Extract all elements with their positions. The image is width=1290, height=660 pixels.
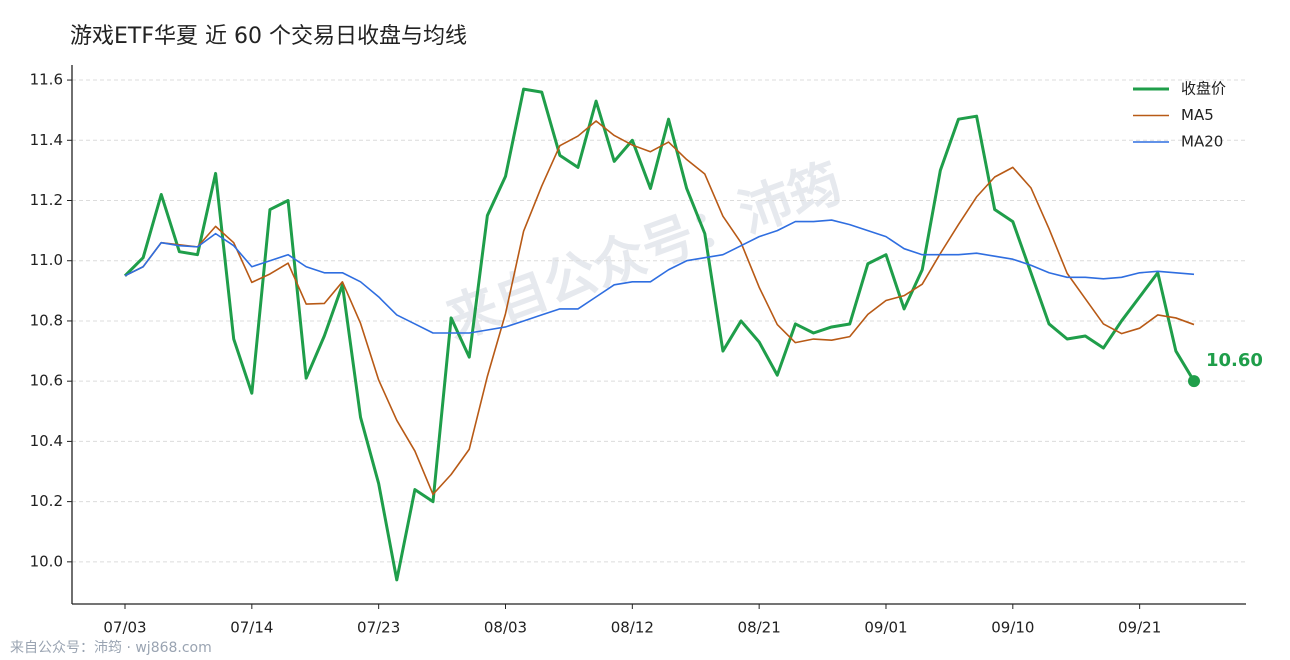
data-label: 10.60 [1206,350,1263,371]
x-tick-label: 07/23 [357,619,400,637]
series-line [124,120,1195,496]
x-tick-label: 09/01 [864,619,907,637]
footer: 来自公众号：沛筠 · wj868.com [10,639,212,656]
y-tick-label: 10.4 [30,432,63,450]
last-point [1188,375,1200,388]
y-tick-label: 10.8 [30,311,63,329]
legend-label: 收盘价 [1181,80,1226,98]
watermark: 来自公众号：沛筠 [438,153,849,352]
y-tick-label: 10.2 [30,492,63,510]
y-tick-label: 11.0 [30,251,63,269]
y-tick-label: 11.6 [30,71,63,89]
series-line [124,219,1195,334]
legend-label: MA20 [1181,133,1223,151]
x-tick-label: 08/12 [611,619,654,637]
x-tick-label: 09/10 [991,619,1034,637]
x-tick-label: 08/03 [484,619,527,637]
y-tick-label: 11.2 [30,191,63,209]
series-line [123,87,1196,582]
y-tick-label: 11.4 [30,131,63,149]
y-tick-label: 10.0 [30,552,63,570]
chart-title: 游戏ETF华夏 近 60 个交易日收盘与均线 [70,24,467,49]
x-tick-label: 07/03 [103,619,146,637]
legend-label: MA5 [1181,106,1214,124]
x-tick-label: 08/21 [738,619,781,637]
x-tick-label: 09/21 [1118,619,1161,637]
y-tick-label: 10.6 [30,372,63,390]
x-tick-label: 07/14 [230,619,273,637]
